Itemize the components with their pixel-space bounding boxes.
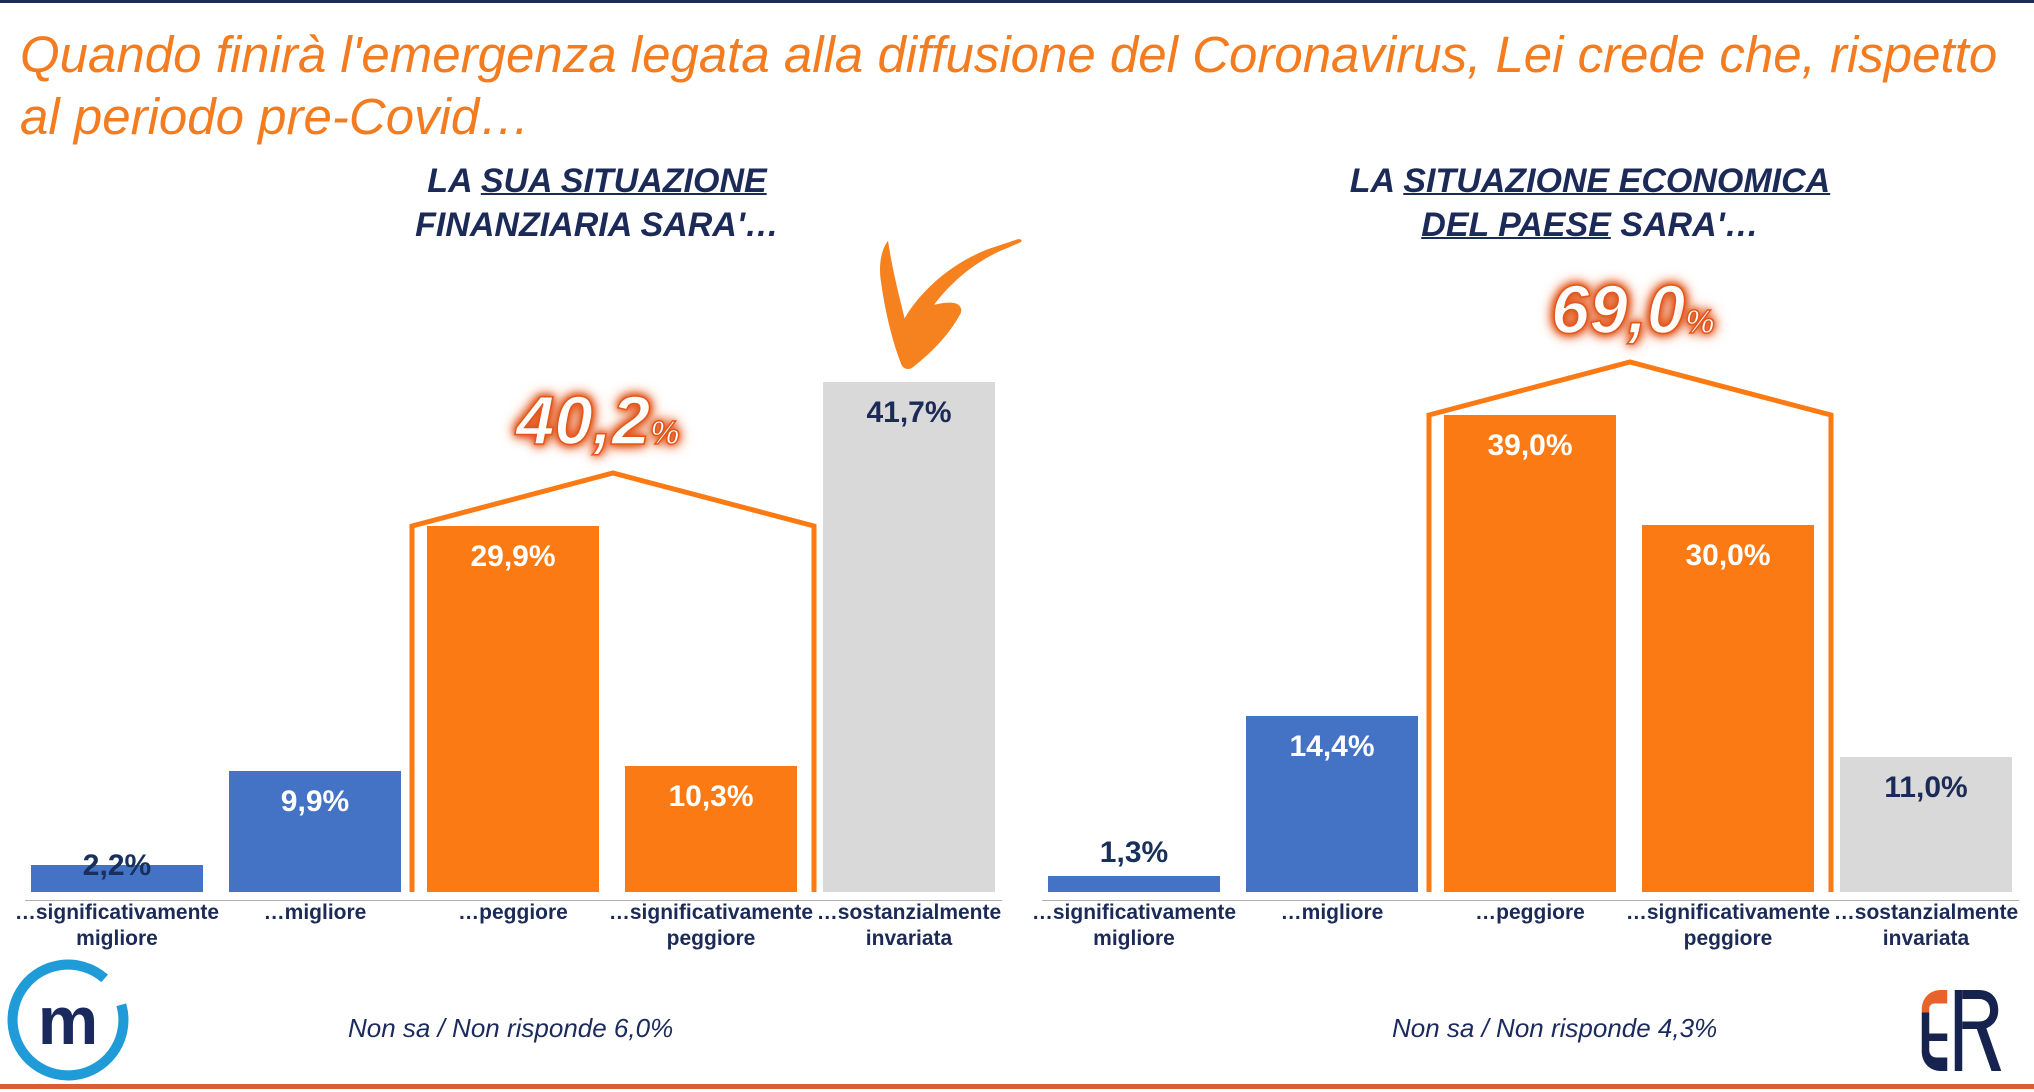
svg-text:m: m [38,983,99,1059]
